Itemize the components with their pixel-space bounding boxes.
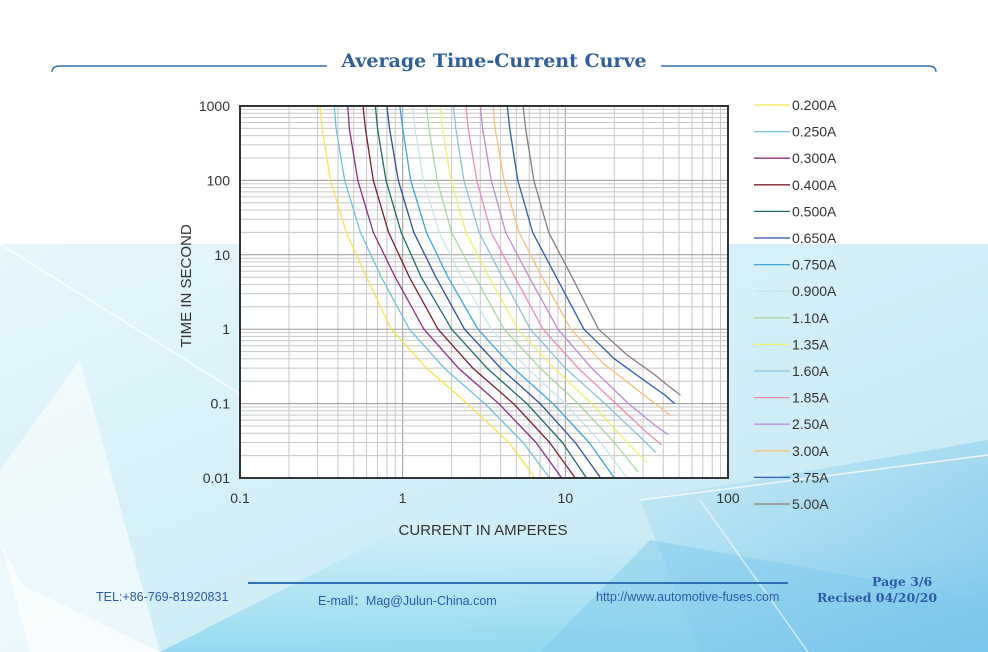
y-axis-label: TIME IN SECOND [178, 224, 195, 348]
y-tick-label: 10 [214, 247, 230, 263]
legend-label: 2.50A [792, 416, 829, 432]
legend-label: 3.00A [792, 443, 829, 459]
x-tick-label: 10 [558, 490, 574, 506]
footer-url[interactable]: http://www.automotive-fuses.com [596, 590, 780, 604]
legend-label: 3.75A [792, 469, 829, 485]
y-tick-label: 0.1 [211, 396, 231, 412]
series-line-0.300A [347, 105, 563, 479]
x-tick-label: 0.1 [230, 490, 250, 506]
legend-label: 0.300A [792, 150, 837, 166]
series-line-1.35A [439, 105, 648, 464]
series-line-3.75A [506, 105, 676, 405]
legend-label: 5.00A [792, 496, 829, 512]
series-line-2.50A [479, 105, 669, 436]
y-tick-label: 100 [207, 172, 231, 188]
revision-date: Recised 04/20/20 [817, 590, 938, 605]
footer-divider [248, 582, 788, 584]
legend-label: 1.10A [792, 310, 829, 326]
series-line-3.00A [492, 105, 671, 416]
legend-label: 0.400A [792, 177, 837, 193]
legend-label: 0.250A [792, 124, 837, 140]
series-line-0.900A [411, 105, 628, 479]
legend-label: 1.35A [792, 336, 829, 352]
legend-label: 0.200A [792, 97, 837, 113]
y-tick-label: 1 [222, 321, 230, 337]
legend-label: 0.650A [792, 230, 837, 246]
series-line-0.750A [399, 105, 615, 479]
x-tick-label: 100 [716, 490, 740, 506]
series-line-1.60A [452, 105, 657, 453]
plot-border [239, 105, 729, 479]
page-number: Page 3/6 [872, 574, 933, 589]
footer-email[interactable]: E-mall：Mag@Julun-China.com [318, 594, 497, 608]
x-axis-label: CURRENT IN AMPERES [399, 522, 568, 539]
series-line-5.00A [522, 105, 681, 396]
x-tick-label: 1 [399, 490, 407, 506]
legend-label: 1.60A [792, 363, 829, 379]
legend-label: 1.85A [792, 390, 829, 406]
y-tick-label: 0.01 [203, 470, 230, 486]
footer-tel: TEL:+86-769-81920831 [96, 590, 229, 604]
series-line-1.85A [465, 105, 662, 446]
series-line-0.650A [386, 105, 602, 479]
series-line-0.500A [374, 105, 588, 479]
series-line-1.10A [425, 105, 639, 473]
y-tick-label: 1000 [199, 98, 230, 114]
series-line-0.250A [333, 105, 551, 479]
page-title: Average Time-Current Curve [0, 50, 988, 72]
series-line-0.200A [319, 105, 536, 479]
legend-label: 0.900A [792, 283, 837, 299]
legend-label: 0.500A [792, 203, 837, 219]
series-line-0.400A [362, 105, 576, 479]
legend-label: 0.750A [792, 257, 837, 273]
